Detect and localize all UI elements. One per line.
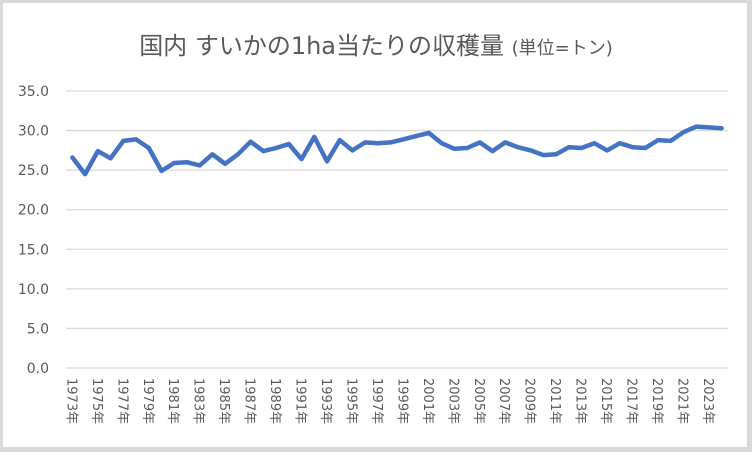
x-tick-label: 1995年 — [343, 378, 358, 424]
x-tick-label: 1977年 — [114, 378, 129, 424]
data-series-line — [70, 124, 724, 177]
x-tick-label: 2001年 — [420, 378, 435, 424]
x-tick-label: 1973年 — [63, 378, 78, 424]
x-tick-label: 2023年 — [700, 378, 715, 424]
x-axis-labels: 1973年 1975年 1977年 1979年 1981年 1983年 1985年 1987年… — [63, 378, 715, 424]
y-tick-label: 30.0 — [18, 124, 49, 140]
y-tick-label: 35.0 — [18, 84, 49, 100]
y-axis-labels: 0.0 5.0 10.0 15.0 20.0 25.0 30.0 35.0 — [18, 84, 49, 377]
x-tick-label: 2021年 — [674, 378, 689, 424]
gridlines — [66, 90, 728, 369]
x-tick-label: 1975年 — [89, 378, 104, 424]
y-tick-label: 20.0 — [18, 203, 49, 219]
x-tick-label: 2005年 — [471, 378, 486, 424]
chart-title-main: 国内 すいかの1ha当たりの収穫量 — [139, 32, 505, 60]
x-tick-label: 2017年 — [624, 378, 639, 424]
chart-area — [2, 2, 748, 448]
x-tick-label: 1989年 — [267, 378, 282, 424]
x-tick-label: 2007年 — [496, 378, 511, 424]
x-tick-label: 2013年 — [573, 378, 588, 424]
chart-title-unit: (単位=トン) — [511, 38, 613, 59]
x-tick-label: 1987年 — [242, 378, 257, 424]
chart-title: 国内 すいかの1ha当たりの収穫量 (単位=トン) — [0, 26, 752, 61]
x-tick-label: 1979年 — [140, 378, 155, 424]
y-tick-label: 10.0 — [18, 282, 49, 298]
x-tick-label: 2019年 — [649, 378, 664, 424]
x-tick-label: 2015年 — [598, 378, 613, 424]
x-tick-label: 1983年 — [191, 378, 206, 424]
x-tick-label: 1985年 — [216, 378, 231, 424]
x-tick-label: 1999年 — [394, 378, 409, 424]
y-tick-label: 5.0 — [27, 321, 49, 337]
x-tick-label: 1993年 — [318, 378, 333, 424]
x-tick-label: 2011年 — [547, 378, 562, 424]
y-tick-label: 0.0 — [27, 361, 49, 377]
y-tick-label: 25.0 — [18, 163, 49, 179]
x-tick-label: 1981年 — [165, 378, 180, 424]
x-tick-label: 1991年 — [293, 378, 308, 424]
x-tick-label: 1997年 — [369, 378, 384, 424]
y-tick-label: 15.0 — [18, 242, 49, 258]
x-tick-label: 2009年 — [522, 378, 537, 424]
x-tick-label: 2003年 — [445, 378, 460, 424]
